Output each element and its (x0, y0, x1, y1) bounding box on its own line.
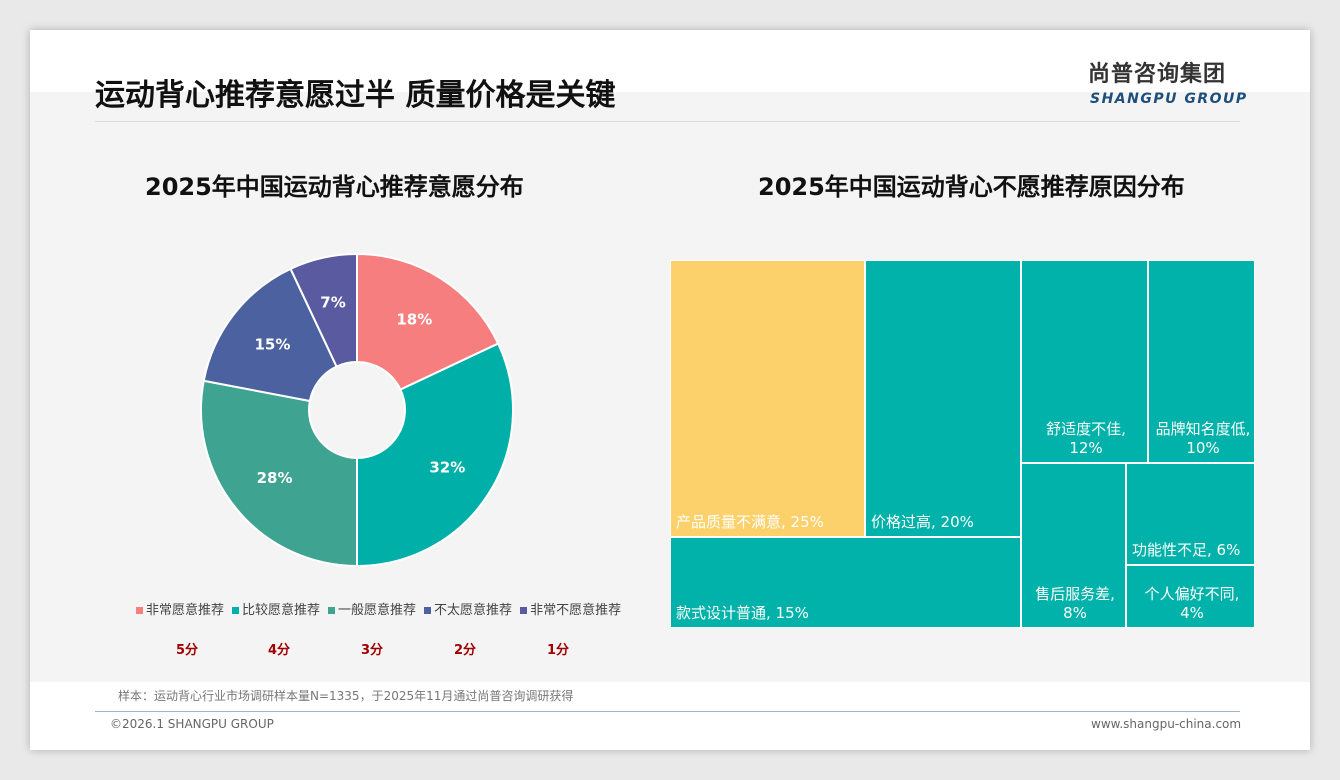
cell-label: 产品质量不满意, 25% (676, 513, 824, 531)
footer-divider (95, 711, 1240, 712)
cell-label: 价格过高, 20% (871, 513, 974, 531)
cell-label: 款式设计普通, 15% (676, 604, 809, 622)
cell-label: 舒适度不佳, (1046, 420, 1126, 438)
legend-item: 一般愿意推荐 (328, 603, 416, 619)
logo-cn: 尚普咨询集团 (1088, 62, 1227, 87)
slice-label: 7% (320, 294, 345, 312)
donut-slice (356, 342, 514, 568)
legend-label: 非常不愿意推荐 (530, 603, 622, 618)
treemap-cell: 产品质量不满意, 25% (670, 260, 865, 537)
legend-swatch (520, 607, 528, 614)
legend-item: 非常愿意推荐 (136, 603, 224, 619)
donut-slice (200, 379, 358, 568)
slice-label: 18% (396, 311, 432, 329)
legend-label: 不太愿意推荐 (434, 603, 513, 618)
slice-label: 28% (257, 469, 293, 487)
treemap-cell: 价格过高, 20% (865, 260, 1021, 537)
donut-slice (289, 252, 358, 368)
legend-label: 一般愿意推荐 (338, 603, 417, 618)
cell-value: 4% (1180, 604, 1204, 622)
treemap-cell: 售后服务差, 8% (1021, 463, 1126, 628)
cell-label: 品牌知名度低, (1155, 420, 1251, 438)
cell-label: 个人偏好不同, (1144, 585, 1240, 603)
treemap-title: 2025年中国运动背心不愿推荐原因分布 (758, 173, 1185, 201)
website-link[interactable]: www.shangpu-china.com (1091, 717, 1242, 731)
score-label: 4分 (268, 643, 291, 658)
treemap-cell: 功能性不足, 6% (1126, 463, 1255, 565)
cell-label: 功能性不足, 6% (1132, 541, 1241, 559)
cell-value: 10% (1186, 439, 1220, 457)
legend-swatch (328, 607, 336, 614)
legend-item: 不太愿意推荐 (424, 603, 512, 619)
treemap-cell: 品牌知名度低, 10% (1148, 260, 1255, 463)
sample-note: 样本：运动背心行业市场调研样本量N=1335，于2025年11月通过尚普咨询调研… (118, 689, 574, 703)
cell-label: 售后服务差, (1035, 585, 1115, 603)
score-label: 1分 (547, 643, 570, 658)
legend-label: 比较愿意推荐 (242, 603, 321, 618)
cell-value: 8% (1063, 604, 1087, 622)
logo-en: SHANGPU GROUP (1090, 91, 1248, 107)
legend-item: 比较愿意推荐 (232, 603, 320, 619)
page-title: 运动背心推荐意愿过半 质量价格是关键 (95, 78, 616, 113)
donut-slice (356, 252, 500, 391)
legend-item: 非常不愿意推荐 (520, 603, 621, 619)
treemap-cell: 舒适度不佳, 12% (1021, 260, 1148, 463)
score-label: 2分 (454, 643, 477, 658)
legend-swatch (424, 607, 432, 614)
legend-swatch (232, 607, 240, 614)
pie-title: 2025年中国运动背心推荐意愿分布 (145, 173, 524, 201)
legend-swatch (136, 607, 143, 614)
copyright: ©2026.1 SHANGPU GROUP (110, 717, 274, 731)
slice-label: 15% (255, 335, 291, 353)
treemap-cell: 个人偏好不同, 4% (1126, 565, 1255, 628)
donut-slice (202, 267, 338, 403)
divider (95, 121, 1240, 122)
cell-value: 12% (1069, 439, 1103, 457)
score-label: 5分 (176, 643, 199, 658)
score-label: 3分 (361, 643, 384, 658)
treemap-cell: 款式设计普通, 15% (670, 537, 1021, 628)
legend-label: 非常愿意推荐 (146, 603, 225, 618)
legend: 非常愿意推荐 比较愿意推荐 一般愿意推荐 不太愿意推荐 非常不愿意推荐 (136, 603, 621, 619)
donut-chart: 18% 32% 28% 15% 7% (200, 252, 514, 568)
slice-label: 32% (429, 458, 465, 476)
